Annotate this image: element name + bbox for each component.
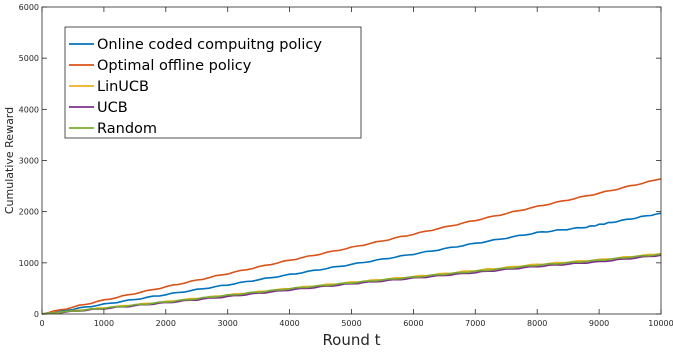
- series-line-1: [41, 212, 662, 315]
- y-axis-ticks: 0 1000 2000 3000 4000 5000 6000: [19, 3, 661, 319]
- x-tick-label: 4000: [279, 319, 299, 328]
- legend-label: LinUCB: [97, 79, 149, 95]
- legend-box: [64, 26, 362, 139]
- y-axis-label: Cumulative Reward: [3, 107, 16, 214]
- y-tick-label: 4000: [19, 105, 39, 114]
- y-tick-label: 1000: [19, 259, 39, 268]
- series-layer: [41, 178, 662, 315]
- legend-items: Online coded compuitng policy Optimal off…: [69, 37, 322, 137]
- y-tick-label: 2000: [19, 208, 39, 217]
- x-tick-label: 2000: [156, 319, 176, 328]
- x-tick-label: 5000: [341, 319, 361, 328]
- series-line-5: [41, 253, 662, 315]
- legend-label: UCB: [97, 100, 128, 116]
- x-tick-label: 9000: [589, 319, 609, 328]
- x-tick-label: 8000: [527, 319, 547, 328]
- x-tick-label: 0: [39, 319, 44, 328]
- legend-label: Optimal offline policy: [97, 58, 252, 74]
- x-axis-ticks: 0 1000 2000 3000 4000 5000 6000 7000 8000 9000 100…: [39, 7, 673, 328]
- x-tick-label: 1000: [94, 319, 114, 328]
- series-line-2: [41, 178, 662, 315]
- x-tick-label: 10000: [648, 319, 673, 328]
- x-tick-label: 7000: [465, 319, 485, 328]
- legend: Online coded compuitng policy Optimal off…: [64, 26, 362, 139]
- x-tick-label: 6000: [403, 319, 423, 328]
- legend-label: Random: [97, 121, 157, 137]
- y-tick-label: 3000: [19, 157, 39, 166]
- legend-label: Online coded compuitng policy: [97, 37, 322, 53]
- y-tick-label: 5000: [19, 54, 39, 63]
- x-axis-label: Round t: [322, 331, 380, 349]
- series-line-3: [41, 252, 662, 315]
- y-tick-label: 0: [34, 310, 39, 319]
- y-tick-label: 6000: [19, 3, 39, 12]
- x-tick-label: 3000: [218, 319, 238, 328]
